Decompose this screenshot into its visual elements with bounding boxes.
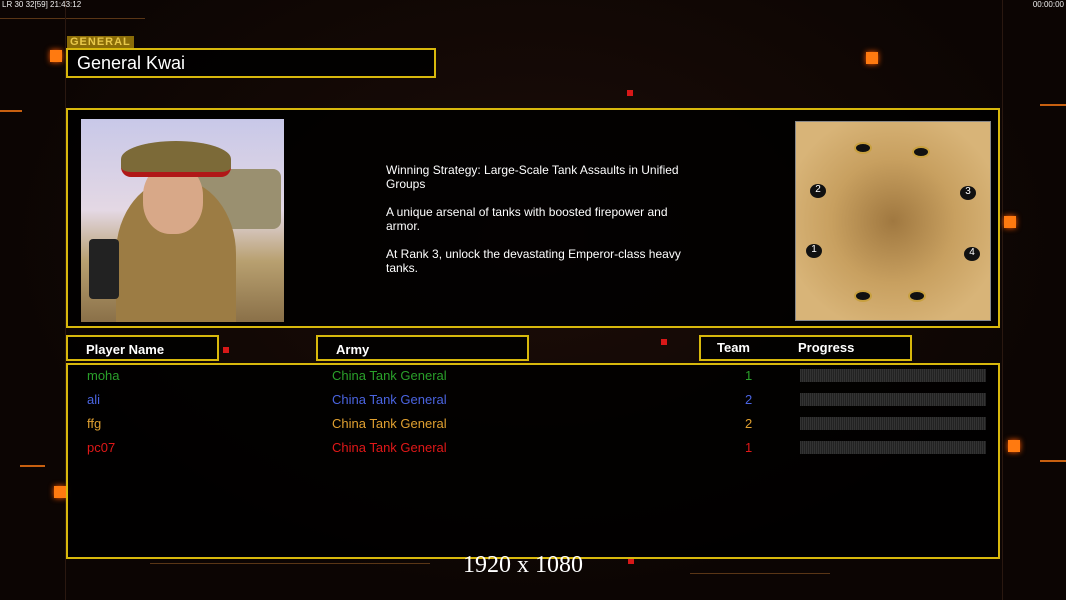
progress-bar (800, 441, 986, 454)
player-team: 2 (745, 392, 753, 407)
start-position-1: 1 (806, 244, 822, 258)
player-army: China Tank General (332, 368, 447, 383)
player-army: China Tank General (332, 416, 447, 431)
player-name: ffg (87, 416, 102, 431)
progress-bar (800, 393, 986, 406)
start-position-3: 3 (960, 186, 976, 200)
column-team: Team (717, 340, 750, 355)
player-list: moha China Tank General 1 ali China Tank… (66, 363, 1000, 559)
player-name: moha (87, 368, 120, 383)
column-army: Army (316, 335, 529, 361)
rank-text: At Rank 3, unlock the devastating Empero… (386, 247, 681, 275)
column-team-progress: Team Progress (699, 335, 912, 361)
player-team: 1 (745, 440, 753, 455)
player-name: pc07 (87, 440, 116, 455)
general-tag: GENERAL (67, 36, 134, 48)
player-row: moha China Tank General 1 (68, 366, 998, 390)
player-row: ffg China Tank General 2 (68, 414, 998, 438)
player-name: ali (87, 392, 101, 407)
progress-bar (800, 417, 986, 430)
map-preview: 2 3 1 4 (795, 121, 991, 321)
general-description: Winning Strategy: Large-Scale Tank Assau… (386, 163, 716, 289)
column-progress: Progress (798, 340, 855, 355)
general-name: General Kwai (66, 48, 436, 78)
player-army: China Tank General (332, 440, 447, 455)
player-team: 1 (745, 368, 753, 383)
general-portrait (81, 119, 284, 322)
strategy-text: Winning Strategy: Large-Scale Tank Assau… (386, 163, 679, 191)
start-position-4: 4 (964, 247, 980, 261)
resolution-label: 1920 x 1080 (463, 552, 583, 578)
player-row: pc07 China Tank General 1 (68, 438, 998, 462)
player-army: China Tank General (332, 392, 447, 407)
column-player-name: Player Name (66, 335, 219, 361)
game-timer: 00:00:00 (1032, 0, 1064, 9)
general-info-panel: Winning Strategy: Large-Scale Tank Assau… (66, 108, 1000, 328)
player-row: ali China Tank General 2 (68, 390, 998, 414)
arsenal-text: A unique arsenal of tanks with boosted f… (386, 205, 668, 233)
fps-clock-readout: LR 30 32[59] 21:43:12 (2, 0, 82, 9)
progress-bar (800, 369, 986, 382)
player-team: 2 (745, 416, 753, 431)
start-position-2: 2 (810, 184, 826, 198)
